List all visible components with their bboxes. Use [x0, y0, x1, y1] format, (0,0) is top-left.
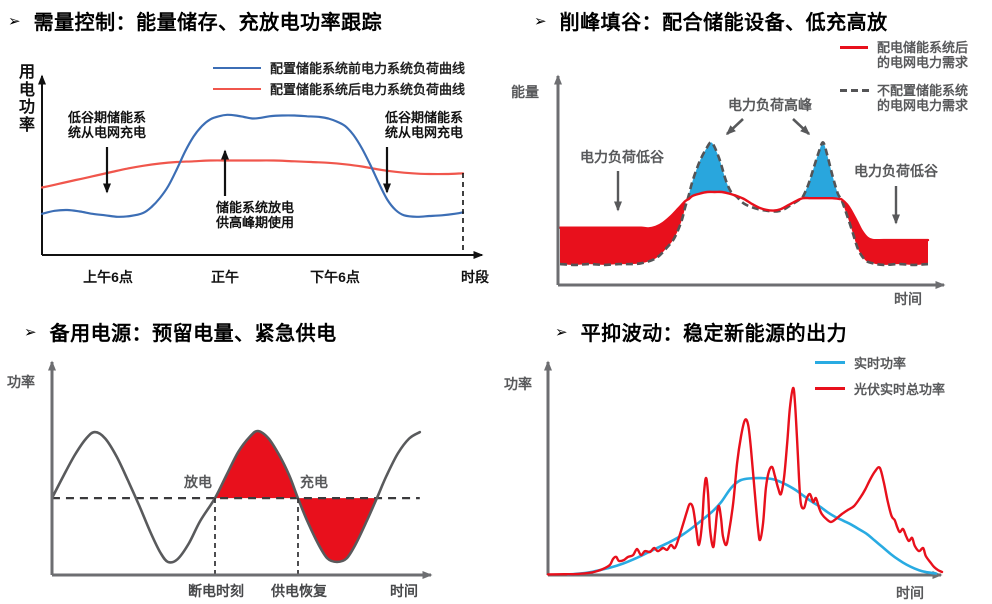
blue-line-swatch — [213, 67, 261, 69]
series-pv-total — [546, 386, 944, 576]
x-tick-6pm: 下午6点 — [310, 269, 360, 285]
blue-line-swatch — [815, 361, 845, 364]
y-axis-label: 能量 — [511, 84, 539, 100]
annotation-line: 统从电网充电 — [384, 125, 463, 140]
discharge-label: 放电 — [184, 474, 212, 490]
legend-item: 配置储能系统前电力系统负荷曲线 — [213, 61, 465, 76]
legend-item: 光伏实时总功率 — [815, 382, 945, 397]
smoothing-title: ➢ 平抑波动：稳定新能源的出力 — [555, 317, 847, 346]
series-after-storage — [40, 159, 465, 189]
charge-label: 充电 — [300, 474, 328, 490]
annotation-line: 供高峰期使用 — [215, 215, 294, 230]
fill-charge-area — [297, 498, 377, 562]
x-tick-noon: 正午 — [211, 269, 239, 285]
legend-label-line: 不配置储能系统 — [877, 83, 969, 98]
x-axis-label: 时间 — [896, 585, 924, 601]
annotation-peak: 电力负荷高峰 — [728, 97, 812, 113]
red-line-swatch — [815, 387, 845, 390]
x-axis-label: 时间 — [894, 291, 922, 307]
y-axis-label: 功率 — [7, 374, 35, 390]
page-title: 平抑波动：稳定新能源的出力 — [580, 323, 848, 345]
legend: 配置储能系统前电力系统负荷曲线 配置储能系统后电力系统负荷曲线 — [213, 61, 465, 103]
legend-label-line: 的电网电力需求 — [877, 98, 969, 113]
page-title: 削峰填谷：配合储能设备、低充高放 — [559, 12, 888, 34]
y-axis-label: 功率 — [504, 376, 532, 392]
red-line-swatch — [840, 46, 868, 49]
annotation-valley-right: 电力负荷低谷 — [854, 163, 938, 179]
x-axis-label: 时段 — [461, 269, 489, 285]
peak-shaving-chart — [554, 74, 946, 289]
dashed-line-swatch — [840, 89, 870, 92]
annotation-valley-charge-left: 低谷期储能系 统从电网充电 — [59, 110, 155, 140]
fill-discharge-area — [215, 430, 298, 499]
legend-item: 不配置储能系统 的电网电力需求 — [840, 83, 968, 113]
backup-power-title: ➢ 备用电源：预留电量、紧急供电 — [24, 317, 337, 346]
fill-peak-shave-right — [802, 142, 842, 200]
annotation-line: 统从电网充电 — [67, 125, 146, 140]
legend-label: 光伏实时总功率 — [854, 382, 946, 397]
annotation-valley-charge-right: 低谷期储能系 统从电网充电 — [376, 110, 472, 140]
restore-time-label: 供电恢复 — [271, 583, 327, 599]
red-line-swatch — [213, 88, 261, 90]
annotation-line: 储能系统放电 — [215, 200, 294, 215]
arrow-bullet-icon: ➢ — [24, 323, 37, 341]
series-with-storage — [558, 190, 930, 242]
series-load-wave — [50, 429, 422, 564]
legend-label: 实时功率 — [854, 356, 907, 371]
x-axis-label: 时间 — [390, 583, 418, 599]
annotation-valley-left: 电力负荷低谷 — [580, 149, 664, 165]
page-title: 需量控制：能量储存、充放电功率跟踪 — [33, 12, 383, 34]
backup-power-chart — [48, 360, 433, 579]
arrow-bullet-icon: ➢ — [555, 323, 568, 341]
legend-label: 配电储能系统后 的电网电力需求 — [877, 40, 968, 70]
smoothing-chart — [544, 360, 944, 579]
legend-item: 配置储能系统后电力系统负荷曲线 — [213, 82, 465, 97]
demand-control-chart — [38, 74, 484, 259]
annotation-line: 低谷期储能系 — [67, 110, 146, 125]
peak-shaving-title: ➢ 削峰填谷：配合储能设备、低充高放 — [534, 6, 888, 35]
legend: 实时功率 光伏实时总功率 — [815, 356, 945, 403]
peak-arrow-left — [725, 118, 744, 136]
fill-valley-left — [560, 201, 686, 265]
legend: 配电储能系统后 的电网电力需求 不配置储能系统 的电网电力需求 — [840, 40, 968, 119]
legend-label: 配置储能系统前电力系统负荷曲线 — [270, 61, 466, 76]
legend-label-line: 配电储能系统后 — [877, 40, 969, 55]
x-tick-6am: 上午6点 — [83, 269, 133, 285]
page-title: 备用电源：预留电量、紧急供电 — [49, 323, 337, 345]
y-axis-label: 用电功率 — [19, 64, 36, 134]
demand-control-title: ➢ 需量控制：能量储存、充放电功率跟踪 — [8, 6, 382, 35]
outage-time-label: 断电时刻 — [188, 583, 244, 599]
arrow-bullet-icon: ➢ — [534, 12, 547, 30]
annotation-line: 低谷期储能系 — [384, 110, 463, 125]
legend-label: 配置储能系统后电力系统负荷曲线 — [270, 82, 466, 97]
series-before-storage — [40, 113, 465, 218]
annotation-discharge-peak: 储能系统放电 供高峰期使用 — [203, 200, 307, 230]
fill-valley-right — [841, 199, 928, 265]
peak-arrow-right — [792, 118, 811, 136]
legend-label-line: 的电网电力需求 — [877, 55, 969, 70]
series-no-storage-dashed — [559, 141, 929, 267]
fill-peak-shave-left — [688, 142, 737, 199]
legend-item: 实时功率 — [815, 356, 945, 371]
legend-item: 配电储能系统后 的电网电力需求 — [840, 40, 968, 70]
arrow-bullet-icon: ➢ — [8, 12, 21, 30]
legend-label: 不配置储能系统 的电网电力需求 — [877, 83, 968, 113]
